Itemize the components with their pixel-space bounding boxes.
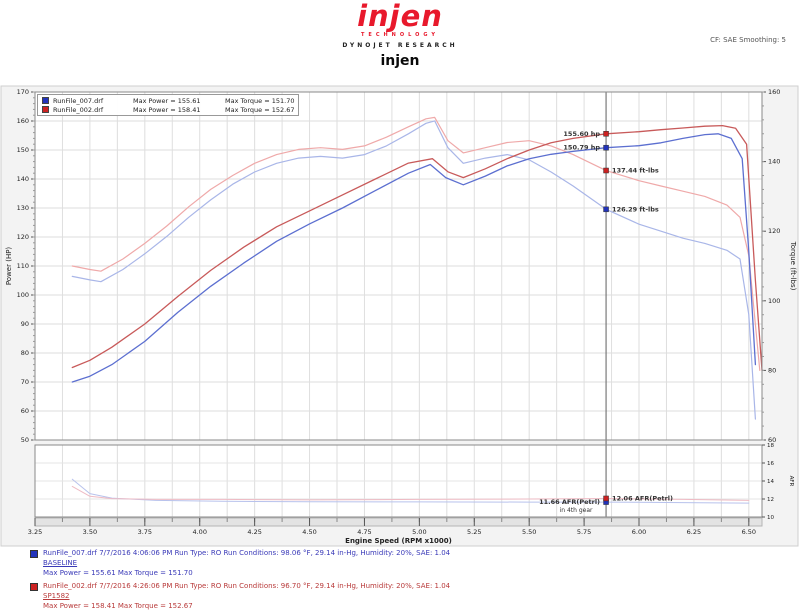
afr-tick-label: 14 xyxy=(767,479,774,485)
injen-afr-curve xyxy=(71,485,750,501)
power-tick-label: 160 xyxy=(17,117,29,125)
run-info-injen: RunFile_002.drf 7/7/2016 4:26:06 PM Run … xyxy=(30,581,786,611)
chart-title: injen xyxy=(380,53,420,69)
power-tick-label: 150 xyxy=(17,146,29,154)
torque-tick-label: 100 xyxy=(768,297,780,305)
power-tick-label: 50 xyxy=(21,436,29,444)
injen-swatch-icon xyxy=(42,106,49,113)
annotation-label: 150.79 hp xyxy=(563,144,600,152)
legend-row-injen: RunFile_002.drf Max Power = 158.41 Max T… xyxy=(42,105,294,114)
injen-run-maxima: Max Power = 158.41 Max Torque = 152.67 xyxy=(43,602,193,611)
annotation-label: 11.66 AFR(Petrl) xyxy=(539,498,600,506)
x-tick-label: 6.50 xyxy=(742,528,756,536)
dynojet-research-label: DYNOJET RESEARCH xyxy=(342,42,458,49)
injen-power-curve xyxy=(71,124,763,372)
annotation-sub-label: in 4th gear xyxy=(560,507,593,514)
legend-injen-max-power: Max Power = 158.41 xyxy=(133,105,201,114)
afr-axis-title: AFR xyxy=(788,476,794,487)
plot-legend: RunFile_007.drf Max Power = 155.61 Max T… xyxy=(37,94,300,116)
power-tick-label: 130 xyxy=(17,204,29,212)
torque-tick-label: 60 xyxy=(768,436,776,444)
power-tick-label: 100 xyxy=(17,291,29,299)
baseline-swatch-icon xyxy=(42,97,49,104)
x-tick-label: 3.75 xyxy=(138,528,152,536)
torque-tick-label: 120 xyxy=(768,227,780,235)
x-tick-label: 4.25 xyxy=(247,528,261,536)
baseline-run-name-link[interactable]: BASELINE xyxy=(43,559,78,568)
x-tick-label: 6.00 xyxy=(632,528,646,536)
power-tick-label: 170 xyxy=(17,88,29,96)
torque-tick-label: 160 xyxy=(768,88,780,96)
baseline-run-maxima: Max Power = 155.61 Max Torque = 151.70 xyxy=(43,569,193,578)
baseline-afr-curve xyxy=(71,478,750,504)
injen-run-name-link[interactable]: SP1582 xyxy=(43,592,70,601)
injen-run-swatch-icon xyxy=(30,583,38,591)
legend-baseline-max-power: Max Power = 155.61 xyxy=(133,96,201,105)
legend-baseline-max-torque: Max Torque = 151.70 xyxy=(225,96,295,105)
annotation-marker xyxy=(603,167,609,174)
legend-baseline-file: RunFile_007.drf xyxy=(53,96,104,105)
x-tick-label: 5.25 xyxy=(467,528,481,536)
annotation-marker xyxy=(603,131,609,137)
x-tick-label: 4.75 xyxy=(357,528,371,536)
power-tick-label: 120 xyxy=(17,233,29,241)
annotation-label: 126.29 ft-lbs xyxy=(612,205,659,213)
torque-tick-label: 140 xyxy=(768,158,780,166)
power-tick-label: 80 xyxy=(21,349,29,357)
legend-row-baseline: RunFile_007.drf Max Power = 155.61 Max T… xyxy=(42,96,294,105)
x-tick-label: 6.25 xyxy=(687,528,701,536)
afr-tick-label: 18 xyxy=(767,443,774,449)
x-tick-label: 5.00 xyxy=(412,528,426,536)
afr-tick-label: 12 xyxy=(767,497,774,503)
annotation-marker xyxy=(603,144,609,151)
power-tick-label: 140 xyxy=(17,175,29,183)
x-axis-band xyxy=(34,517,763,527)
power-tick-label: 90 xyxy=(21,320,29,328)
power-tick-label: 110 xyxy=(17,262,29,270)
annotation-label: 155.60 hp xyxy=(563,130,600,138)
baseline-power-curve xyxy=(71,133,757,383)
x-tick-label: 4.00 xyxy=(192,528,206,536)
report-header: injen TECHNOLOGY DYNOJET RESEARCH injen xyxy=(0,0,800,70)
legend-injen-max-torque: Max Torque = 152.67 xyxy=(225,105,295,114)
x-axis-title: Engine Speed (RPM x1000) xyxy=(345,537,452,545)
afr-tick-label: 10 xyxy=(767,515,774,521)
afr-tick-label: 16 xyxy=(767,461,774,467)
x-tick-label: 4.50 xyxy=(302,528,316,536)
power-tick-label: 70 xyxy=(21,378,29,386)
x-tick-label: 3.50 xyxy=(83,528,97,536)
baseline-run-conditions: RunFile_007.drf 7/7/2016 4:06:06 PM Run … xyxy=(43,549,451,557)
annotation-label: 12.06 AFR(Petrl) xyxy=(612,494,673,502)
annotation-label: 137.44 ft-lbs xyxy=(612,167,659,175)
injen-logo-subtext: TECHNOLOGY xyxy=(361,32,439,38)
correction-smoothing-label: CF: SAE Smoothing: 5 xyxy=(710,36,786,44)
injen-torque-curve xyxy=(71,116,761,371)
annotation-marker xyxy=(603,206,609,213)
torque-axis-title: Torque (ft-lbs) xyxy=(789,241,797,291)
x-tick-label: 3.25 xyxy=(28,528,42,536)
torque-tick-label: 80 xyxy=(768,366,776,374)
power-axis-title: Power (HP) xyxy=(5,247,13,286)
x-tick-label: 5.50 xyxy=(522,528,536,536)
injen-run-conditions: RunFile_002.drf 7/7/2016 4:26:06 PM Run … xyxy=(43,582,451,590)
run-info-baseline: RunFile_007.drf 7/7/2016 4:06:06 PM Run … xyxy=(30,548,786,578)
injen-logo: injen TECHNOLOGY xyxy=(0,0,800,39)
annotation-marker xyxy=(603,495,609,502)
legend-injen-file: RunFile_002.drf xyxy=(53,105,104,114)
baseline-torque-curve xyxy=(71,120,757,420)
injen-logo-text: injen xyxy=(357,0,443,33)
power-tick-label: 60 xyxy=(21,407,29,415)
x-tick-label: 5.75 xyxy=(577,528,591,536)
baseline-run-swatch-icon xyxy=(30,550,38,558)
